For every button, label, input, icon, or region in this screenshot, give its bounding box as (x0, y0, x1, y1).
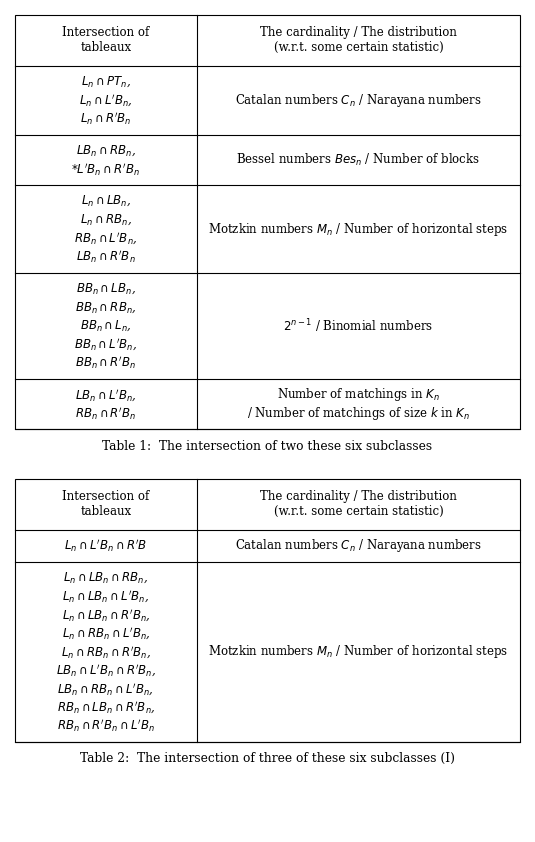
Text: Intersection of
tableaux: Intersection of tableaux (62, 26, 149, 55)
Text: $L_n \cap L'B_n \cap R'B$: $L_n \cap L'B_n \cap R'B$ (64, 537, 148, 554)
Text: $BB_n \cap L'B_n$,: $BB_n \cap L'B_n$, (74, 337, 137, 352)
Text: $BB_n \cap L_n$,: $BB_n \cap L_n$, (80, 318, 132, 333)
Text: $LB_n \cap RB_n$,: $LB_n \cap RB_n$, (76, 143, 136, 158)
Text: Bessel numbers $Bes_n$ / Number of blocks: Bessel numbers $Bes_n$ / Number of block… (236, 152, 480, 168)
Text: The cardinality / The distribution
(w.r.t. some certain statistic): The cardinality / The distribution (w.r.… (260, 490, 457, 519)
Text: $BB_n \cap RB_n$,: $BB_n \cap RB_n$, (75, 300, 136, 315)
Text: $2^{n-1}$ / Binomial numbers: $2^{n-1}$ / Binomial numbers (284, 317, 433, 334)
Text: $RB_n \cap R'B_n$: $RB_n \cap R'B_n$ (75, 405, 136, 422)
Text: $BB_n \cap R'B_n$: $BB_n \cap R'B_n$ (75, 354, 136, 371)
Text: $L_n \cap R'B_n$: $L_n \cap R'B_n$ (80, 110, 132, 127)
Text: $L_n \cap RB_n \cap R'B_n$,: $L_n \cap RB_n \cap R'B_n$, (60, 644, 151, 659)
Bar (15, 15, 520, 429)
Text: $LB_n \cap R'B_n$: $LB_n \cap R'B_n$ (76, 248, 136, 265)
Text: $RB_n \cap LB_n \cap R'B_n$,: $RB_n \cap LB_n \cap R'B_n$, (57, 700, 155, 715)
Text: $LB_n \cap L'B_n$,: $LB_n \cap L'B_n$, (75, 387, 137, 402)
Text: $L_n \cap LB_n \cap L'B_n$,: $L_n \cap LB_n \cap L'B_n$, (62, 589, 149, 604)
Text: The cardinality / The distribution
(w.r.t. some certain statistic): The cardinality / The distribution (w.r.… (260, 26, 457, 55)
Text: $L_n \cap L'B_n$,: $L_n \cap L'B_n$, (79, 93, 133, 108)
Text: $L_n \cap RB_n$,: $L_n \cap RB_n$, (80, 212, 132, 227)
Text: $L_n \cap LB_n \cap RB_n$,: $L_n \cap LB_n \cap RB_n$, (63, 570, 149, 585)
Text: Intersection of
tableaux: Intersection of tableaux (62, 490, 149, 519)
Text: $*L'B_n \cap R'B_n$: $*L'B_n \cap R'B_n$ (71, 161, 140, 178)
Text: $LB_n \cap L'B_n \cap R'B_n$,: $LB_n \cap L'B_n \cap R'B_n$, (56, 663, 156, 678)
Text: Motzkin numbers $M_n$ / Number of horizontal steps: Motzkin numbers $M_n$ / Number of horizo… (208, 643, 508, 660)
Text: Number of matchings in $K_n$: Number of matchings in $K_n$ (277, 386, 440, 403)
Text: $BB_n \cap LB_n$,: $BB_n \cap LB_n$, (76, 281, 136, 296)
Text: $L_n \cap PT_n$,: $L_n \cap PT_n$, (81, 74, 131, 89)
Text: $RB_n \cap R'B_n \cap L'B_n$: $RB_n \cap R'B_n \cap L'B_n$ (57, 717, 155, 734)
Text: Catalan numbers $C_n$ / Narayana numbers: Catalan numbers $C_n$ / Narayana numbers (235, 537, 482, 554)
Text: Table 2:  The intersection of three of these six subclasses (I): Table 2: The intersection of three of th… (80, 752, 455, 765)
Text: Catalan numbers $C_n$ / Narayana numbers: Catalan numbers $C_n$ / Narayana numbers (235, 92, 482, 109)
Text: $RB_n \cap L'B_n$,: $RB_n \cap L'B_n$, (74, 231, 137, 246)
Text: $L_n \cap LB_n$,: $L_n \cap LB_n$, (81, 194, 131, 209)
Text: / Number of matchings of size $k$ in $K_n$: / Number of matchings of size $k$ in $K_… (247, 405, 470, 422)
Text: $L_n \cap LB_n \cap R'B_n$,: $L_n \cap LB_n \cap R'B_n$, (62, 607, 150, 622)
Text: $L_n \cap RB_n \cap L'B_n$,: $L_n \cap RB_n \cap L'B_n$, (62, 626, 150, 641)
Text: Table 1:  The intersection of two these six subclasses: Table 1: The intersection of two these s… (102, 440, 433, 452)
Text: Motzkin numbers $M_n$ / Number of horizontal steps: Motzkin numbers $M_n$ / Number of horizo… (208, 221, 508, 237)
Text: $LB_n \cap RB_n \cap L'B_n$,: $LB_n \cap RB_n \cap L'B_n$, (57, 681, 154, 696)
Bar (15, 479, 520, 742)
